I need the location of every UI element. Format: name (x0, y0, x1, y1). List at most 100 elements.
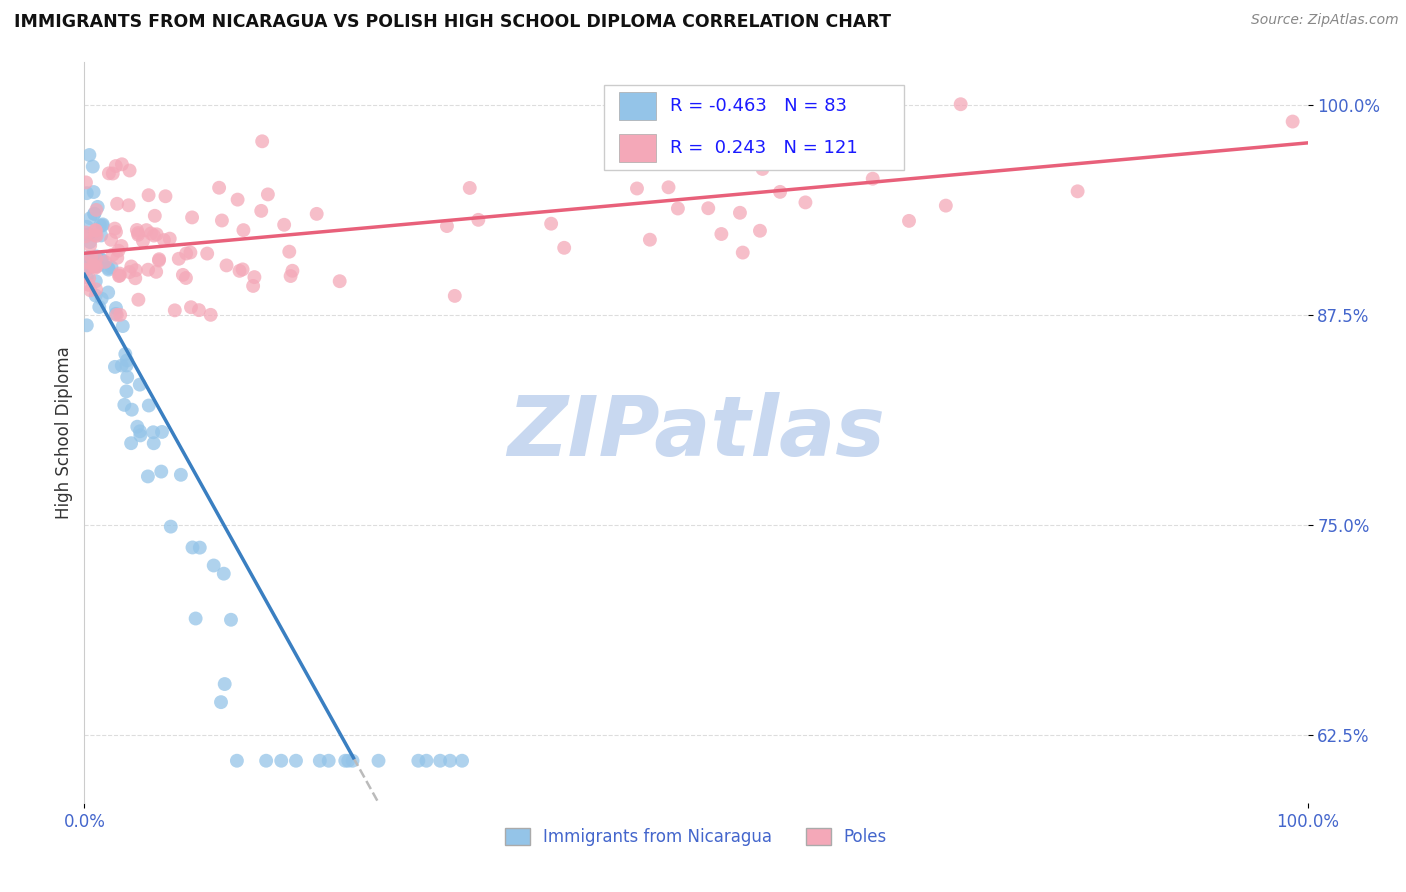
Point (804, 147, 827, 161)
Point (143, 209, 166, 223)
Point (935, 199, 957, 213)
Point (90, 292, 112, 306)
Y-axis label: High School Diploma: High School Diploma (55, 346, 73, 519)
Point (150, 465, 173, 479)
Point (638, 233, 661, 247)
Point (101, 167, 124, 181)
Point (257, 187, 280, 202)
Point (215, 259, 238, 273)
Point (209, 695, 232, 709)
Point (254, 754, 277, 768)
Legend: Immigrants from Nicaragua, Poles: Immigrants from Nicaragua, Poles (505, 828, 887, 847)
Point (458, 181, 481, 195)
Point (94, 255, 117, 269)
Point (120, 260, 142, 274)
Point (76, 318, 98, 333)
Point (232, 223, 254, 237)
FancyBboxPatch shape (605, 85, 904, 169)
Point (138, 188, 160, 202)
Point (367, 754, 389, 768)
Point (180, 300, 202, 314)
Point (76, 186, 98, 201)
Point (104, 159, 127, 173)
Point (188, 541, 211, 555)
Point (77, 277, 100, 292)
Point (118, 265, 141, 279)
Point (436, 219, 458, 233)
Point (153, 233, 176, 247)
Point (111, 157, 134, 171)
Point (125, 223, 148, 237)
Point (97, 261, 120, 276)
Point (129, 425, 152, 439)
Point (83, 207, 105, 221)
Point (91, 219, 114, 233)
Point (751, 161, 773, 176)
Point (124, 271, 146, 285)
Point (79, 148, 101, 162)
Point (89, 300, 111, 314)
Point (100, 233, 122, 247)
FancyBboxPatch shape (619, 92, 655, 120)
Point (439, 754, 461, 768)
Point (75, 255, 97, 269)
Point (104, 221, 127, 235)
Point (214, 677, 236, 691)
Point (125, 263, 148, 277)
Point (76, 219, 98, 234)
Text: R = -0.463   N = 83: R = -0.463 N = 83 (671, 97, 848, 115)
Point (163, 303, 186, 318)
Point (82, 259, 104, 273)
Point (155, 189, 177, 203)
Point (89, 219, 111, 233)
Point (179, 245, 201, 260)
Point (82, 160, 104, 174)
Point (170, 467, 193, 482)
Point (97, 285, 120, 300)
Point (108, 267, 131, 281)
Point (105, 308, 128, 322)
Point (159, 232, 181, 246)
Text: IMMIGRANTS FROM NICARAGUA VS POLISH HIGH SCHOOL DIPLOMA CORRELATION CHART: IMMIGRANTS FROM NICARAGUA VS POLISH HIGH… (14, 13, 891, 31)
Point (280, 268, 302, 283)
Point (84, 288, 107, 302)
Point (278, 244, 301, 259)
Point (308, 754, 330, 768)
Point (132, 234, 155, 248)
Point (148, 252, 170, 267)
Point (657, 180, 679, 194)
Text: R =  0.243   N = 121: R = 0.243 N = 121 (671, 139, 858, 157)
Point (128, 377, 150, 392)
Point (226, 193, 249, 207)
Point (86, 249, 108, 263)
Point (148, 253, 170, 268)
Point (181, 211, 204, 225)
Point (84, 259, 107, 273)
Point (105, 196, 128, 211)
Point (76, 262, 98, 277)
Point (127, 227, 149, 242)
Point (329, 274, 352, 288)
Point (83, 259, 105, 273)
Point (84, 223, 107, 237)
Point (195, 246, 218, 260)
Point (107, 244, 129, 258)
Point (1066, 184, 1088, 198)
Point (270, 754, 292, 768)
Point (77, 250, 100, 264)
Point (80, 250, 103, 264)
Point (79, 235, 101, 249)
Point (862, 171, 884, 186)
Point (187, 303, 209, 318)
Point (150, 425, 173, 439)
Point (135, 223, 157, 237)
Point (79, 283, 101, 297)
Point (243, 270, 266, 285)
Point (84, 252, 107, 266)
Point (666, 202, 689, 216)
Point (828, 114, 851, 128)
Point (769, 185, 792, 199)
Point (75, 175, 97, 189)
Point (136, 262, 159, 277)
Point (167, 252, 190, 266)
